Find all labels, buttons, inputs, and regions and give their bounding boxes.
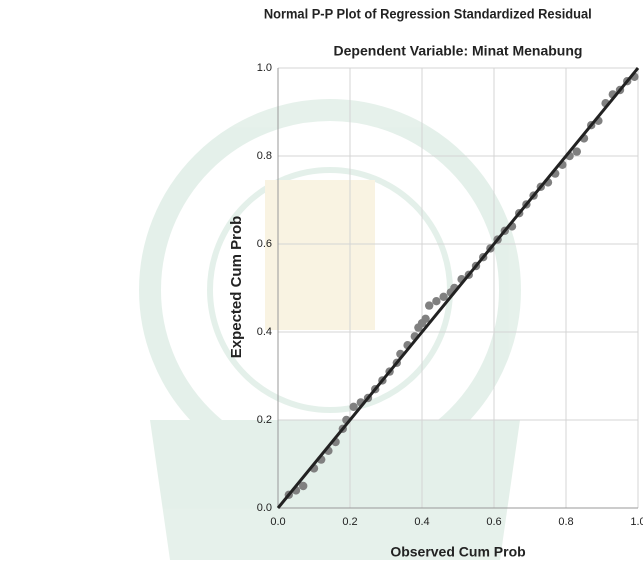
y-tick-label: 0.6 [257, 238, 272, 250]
y-tick-label: 1.0 [257, 62, 272, 74]
chart: Normal P-P Plot of Regression Standardiz… [0, 0, 643, 566]
x-tick-label: 0.4 [414, 516, 429, 528]
y-tick-label: 0.8 [257, 150, 272, 162]
x-tick-label: 0.0 [270, 516, 285, 528]
x-tick-label: 0.8 [558, 516, 573, 528]
chart-subtitle: Dependent Variable: Minat Menabung [334, 43, 583, 59]
chart-title: Normal P-P Plot of Regression Standardiz… [264, 6, 592, 22]
x-tick-label: 0.2 [342, 516, 357, 528]
x-tick-label: 1.0 [630, 516, 643, 528]
y-tick-label: 0.2 [257, 414, 272, 426]
page: Normal P-P Plot of Regression Standardiz… [0, 0, 643, 566]
y-axis-label: Expected Cum Prob [228, 216, 245, 359]
x-tick-label: 0.6 [486, 516, 501, 528]
watermark [150, 110, 520, 560]
y-tick-label: 0.4 [257, 326, 272, 338]
data-point [432, 297, 440, 305]
y-tick-label: 0.0 [257, 502, 272, 514]
x-axis-label: Observed Cum Prob [390, 544, 525, 560]
data-point [425, 301, 433, 309]
